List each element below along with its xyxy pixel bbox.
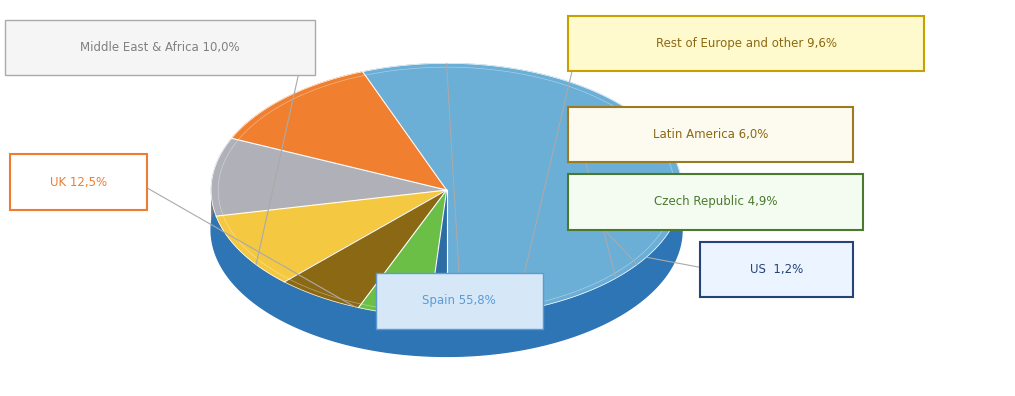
Text: Spain 55,8%: Spain 55,8% bbox=[422, 295, 496, 307]
Polygon shape bbox=[211, 138, 447, 216]
Text: US  1,2%: US 1,2% bbox=[750, 263, 803, 276]
FancyBboxPatch shape bbox=[568, 174, 863, 230]
Text: Czech Republic 4,9%: Czech Republic 4,9% bbox=[654, 196, 777, 208]
FancyBboxPatch shape bbox=[568, 16, 924, 71]
Polygon shape bbox=[362, 63, 682, 230]
Polygon shape bbox=[231, 72, 362, 178]
Polygon shape bbox=[211, 138, 231, 230]
Polygon shape bbox=[211, 103, 682, 356]
FancyBboxPatch shape bbox=[700, 242, 853, 297]
FancyBboxPatch shape bbox=[10, 154, 147, 210]
FancyBboxPatch shape bbox=[376, 273, 543, 329]
Text: Rest of Europe and other 9,6%: Rest of Europe and other 9,6% bbox=[656, 37, 836, 50]
Polygon shape bbox=[362, 63, 682, 317]
Text: UK 12,5%: UK 12,5% bbox=[50, 176, 108, 188]
Polygon shape bbox=[358, 190, 447, 316]
Text: Latin America 6,0%: Latin America 6,0% bbox=[653, 128, 768, 141]
FancyBboxPatch shape bbox=[5, 20, 315, 75]
Polygon shape bbox=[429, 190, 447, 317]
Text: Middle East & Africa 10,0%: Middle East & Africa 10,0% bbox=[80, 41, 240, 54]
Polygon shape bbox=[231, 72, 447, 190]
Polygon shape bbox=[216, 190, 447, 282]
FancyBboxPatch shape bbox=[568, 107, 853, 162]
Polygon shape bbox=[284, 190, 447, 308]
